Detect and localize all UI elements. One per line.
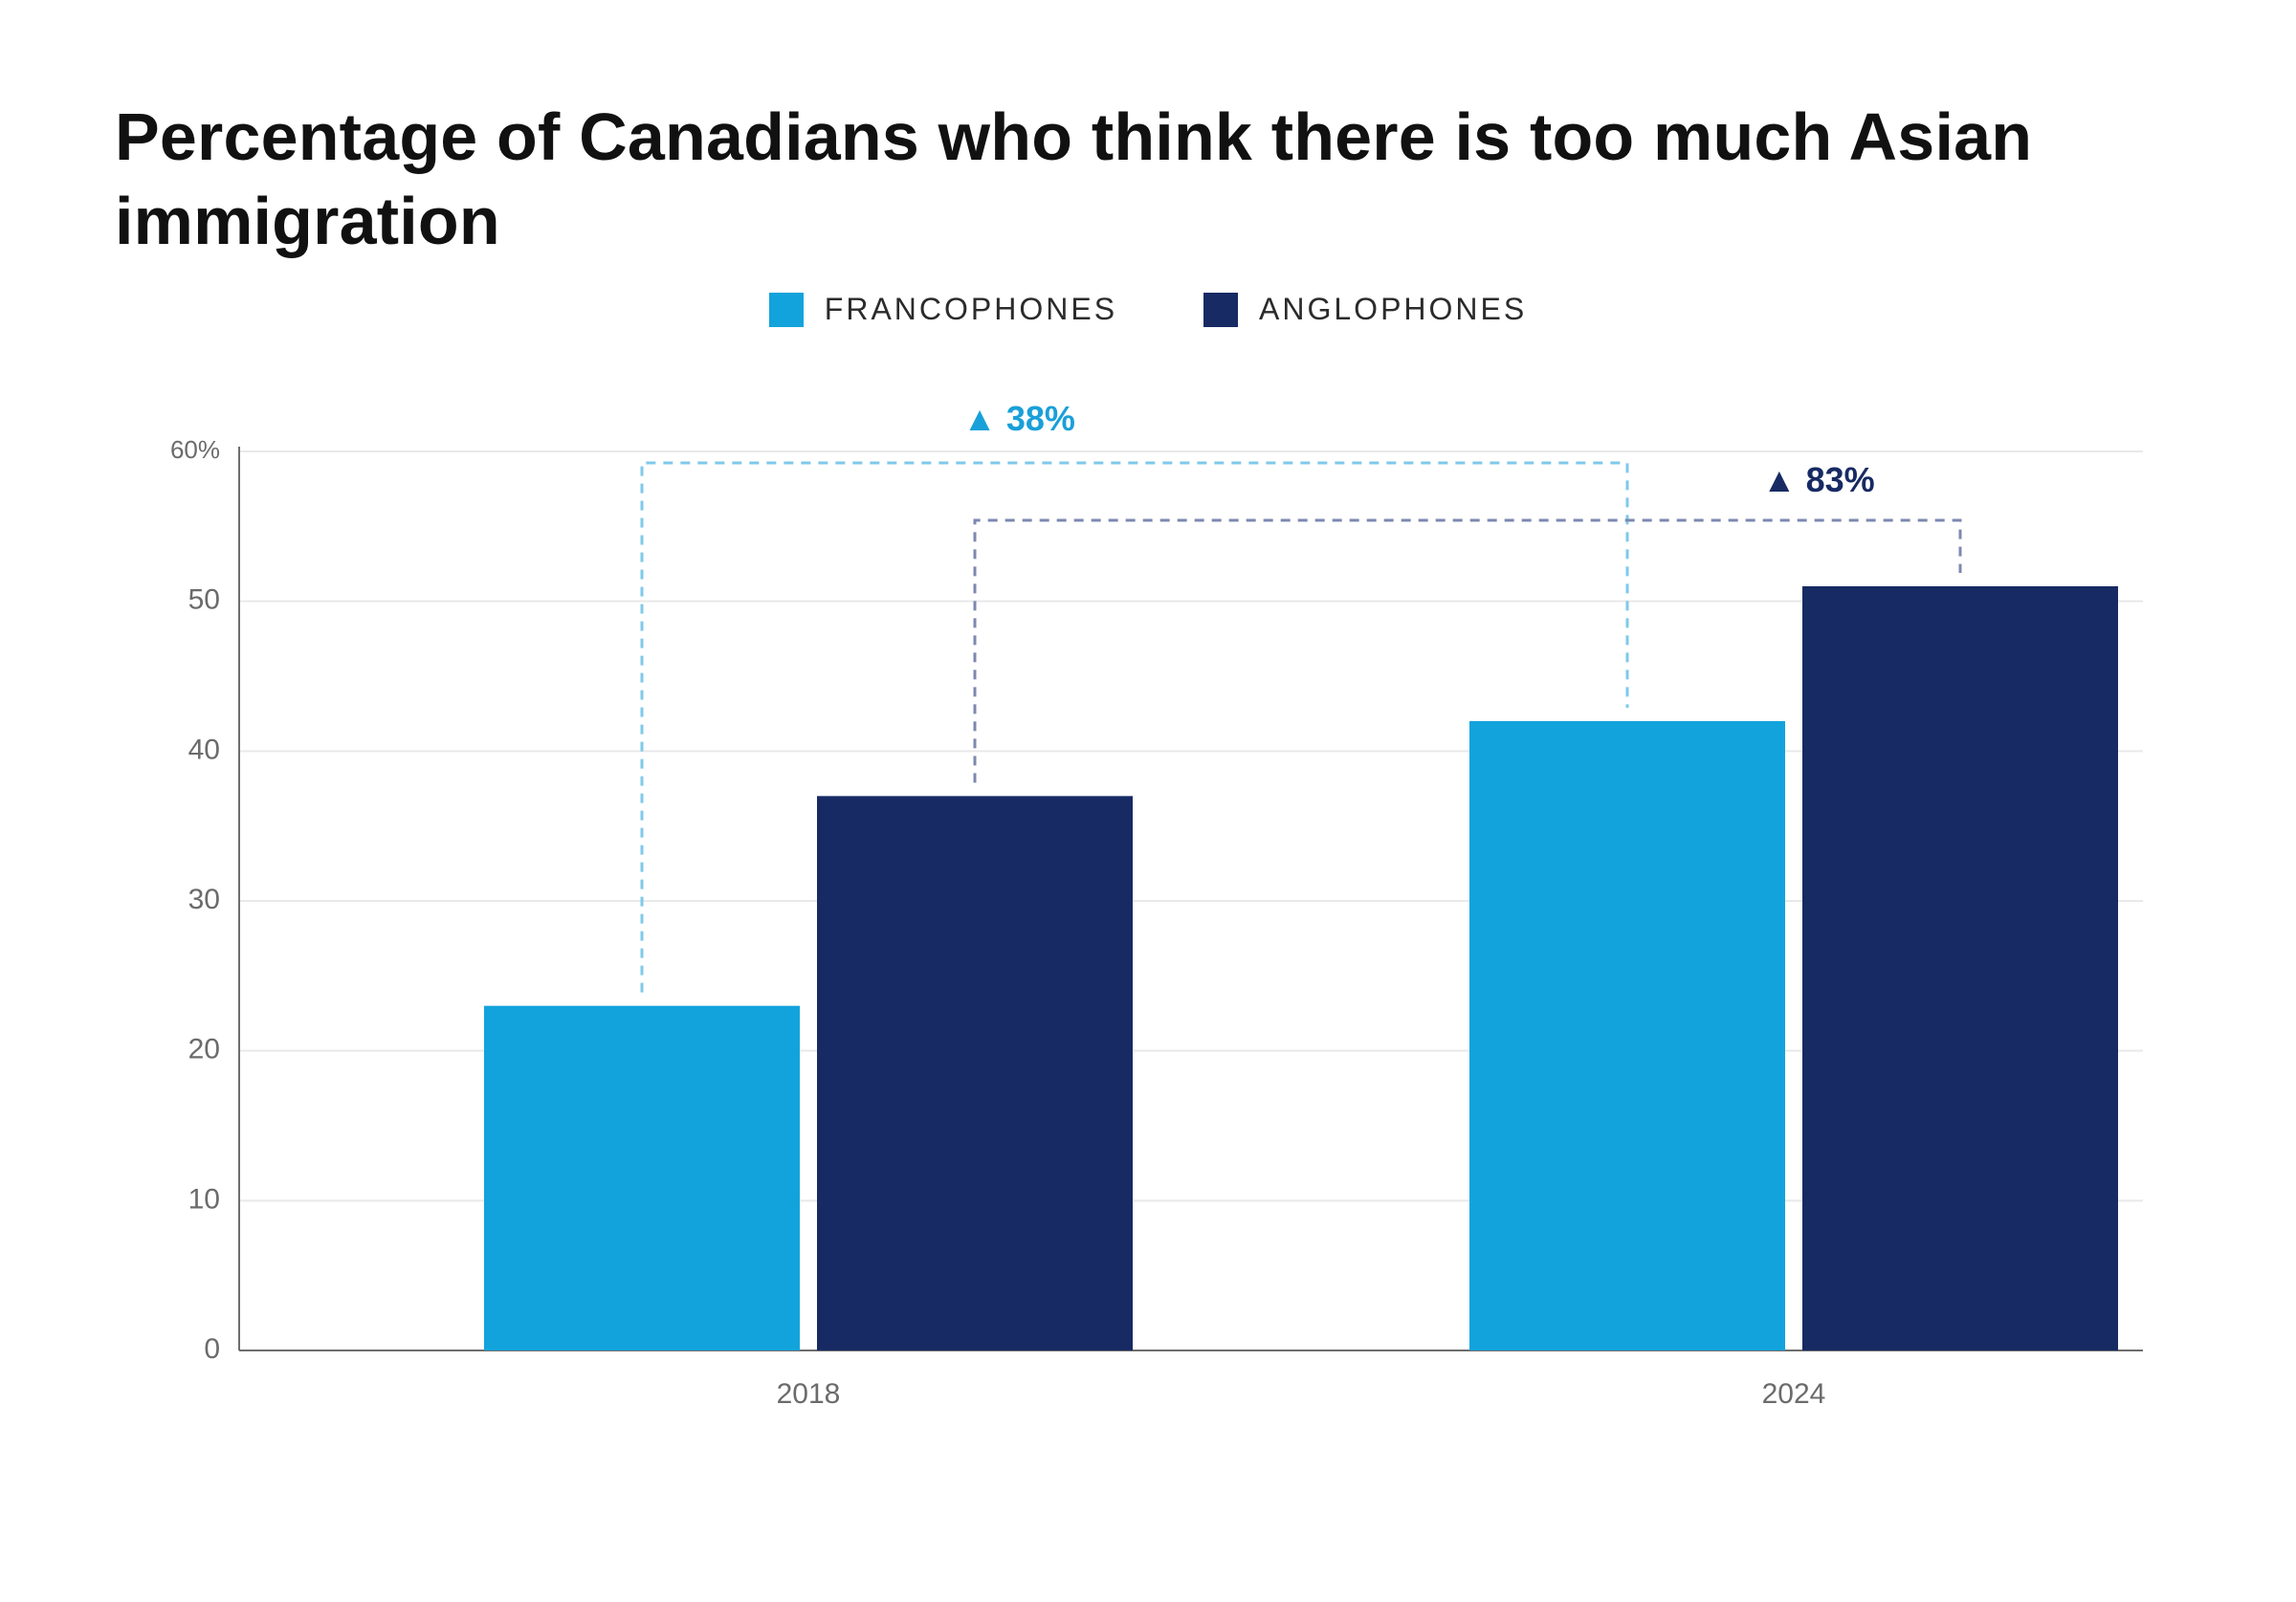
legend-swatch-francophones — [769, 293, 804, 327]
y-tick-label: 10 — [188, 1183, 220, 1215]
callout-francophones: ▲ 38% — [962, 399, 1075, 438]
chart: 0 10 20 30 40 50 60% 2018 2024 ▲ 38% ▲ 83% — [115, 337, 2181, 1446]
y-tick-label: 20 — [188, 1034, 220, 1065]
y-tick-label: 50 — [188, 584, 220, 616]
chart-svg: 0 10 20 30 40 50 60% 2018 2024 ▲ 38% ▲ 83% — [115, 337, 2181, 1446]
legend-label-anglophones: ANGLOPHONES — [1259, 292, 1527, 327]
y-tick-label: 60% — [170, 435, 220, 464]
x-tick-label: 2024 — [1762, 1378, 1826, 1410]
y-tick-label: 40 — [188, 734, 220, 765]
legend-item-francophones: FRANCOPHONES — [769, 292, 1117, 327]
legend: FRANCOPHONES ANGLOPHONES — [115, 292, 2181, 327]
bar-francophones-2024 — [1469, 721, 1785, 1350]
legend-item-anglophones: ANGLOPHONES — [1203, 292, 1527, 327]
y-tick-label: 0 — [204, 1333, 220, 1365]
bar-francophones-2018 — [484, 1006, 800, 1350]
bar-anglophones-2018 — [817, 796, 1133, 1350]
callout-anglophones: ▲ 83% — [1762, 460, 1875, 499]
x-tick-label: 2018 — [777, 1378, 841, 1410]
legend-label-francophones: FRANCOPHONES — [825, 292, 1117, 327]
page: Percentage of Canadians who think there … — [0, 0, 2296, 1602]
y-tick-label: 30 — [188, 884, 220, 915]
bar-anglophones-2024 — [1802, 586, 2118, 1350]
legend-swatch-anglophones — [1203, 293, 1238, 327]
chart-title: Percentage of Canadians who think there … — [115, 96, 2181, 263]
